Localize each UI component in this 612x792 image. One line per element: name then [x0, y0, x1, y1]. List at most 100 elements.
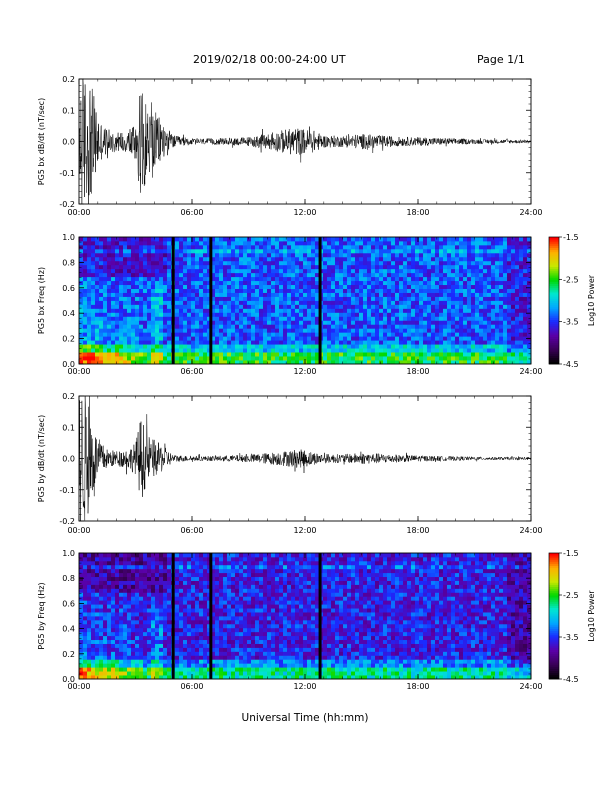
power-cell	[259, 252, 264, 258]
power-cell	[395, 352, 400, 357]
power-cell	[119, 284, 124, 289]
y-tick-label-0: -0.1	[59, 169, 75, 178]
power-cell	[179, 356, 184, 361]
power-cell	[335, 276, 340, 282]
power-cell	[375, 252, 380, 258]
power-cell	[163, 576, 168, 581]
power-cell	[127, 584, 132, 589]
power-cell	[131, 647, 136, 652]
power-cell	[235, 356, 240, 361]
power-cell	[203, 237, 208, 242]
power-cell	[83, 619, 88, 625]
power-cell	[471, 288, 476, 293]
power-cell	[143, 308, 148, 313]
power-cell	[447, 292, 452, 297]
power-cell	[143, 324, 148, 329]
power-cell	[99, 651, 104, 656]
power-cell	[139, 272, 144, 278]
power-cell	[183, 647, 188, 652]
power-cell	[139, 556, 144, 562]
power-cell	[107, 344, 112, 349]
power-cell	[187, 600, 192, 605]
power-cell	[155, 596, 160, 601]
power-cell	[127, 272, 132, 278]
power-cell	[139, 596, 144, 601]
power-cell	[487, 320, 492, 325]
power-cell	[115, 276, 120, 282]
power-cell	[167, 244, 172, 250]
colorbar-segment	[549, 260, 559, 263]
power-cell	[495, 237, 500, 242]
power-cell	[379, 360, 384, 365]
power-cell	[367, 296, 372, 301]
power-cell	[423, 296, 428, 301]
power-cell	[507, 320, 512, 325]
power-cell	[87, 568, 92, 574]
power-cell	[91, 284, 96, 289]
power-cell	[255, 237, 260, 242]
power-cell	[435, 288, 440, 293]
power-cell	[523, 252, 528, 258]
power-cell	[343, 332, 348, 337]
power-cell	[523, 336, 528, 341]
power-cell	[91, 296, 96, 301]
power-cell	[291, 237, 296, 242]
power-cell	[191, 324, 196, 329]
power-cell	[455, 312, 460, 317]
power-cell	[99, 316, 104, 321]
power-cell	[95, 588, 100, 593]
power-cell	[87, 631, 92, 637]
power-cell	[483, 296, 488, 301]
power-cell	[347, 244, 352, 250]
colorbar-segment	[549, 344, 559, 348]
power-cell	[375, 260, 380, 266]
power-cell	[387, 272, 392, 278]
power-cell	[159, 348, 164, 353]
power-cell	[431, 336, 436, 341]
power-cell	[367, 237, 372, 242]
power-cell	[219, 248, 224, 254]
power-cell	[419, 328, 424, 333]
power-cell	[83, 288, 88, 293]
power-cell	[515, 328, 520, 333]
power-cell	[495, 340, 500, 345]
power-cell	[211, 252, 216, 258]
power-cell	[263, 312, 268, 317]
power-cell	[135, 332, 140, 337]
power-cell	[79, 260, 84, 266]
power-cell	[147, 651, 152, 656]
power-cell	[103, 588, 108, 593]
power-cell	[299, 312, 304, 317]
power-cell	[99, 360, 104, 365]
power-cell	[203, 252, 208, 258]
power-cell	[239, 332, 244, 337]
power-cell	[151, 348, 156, 353]
power-cell	[235, 284, 240, 289]
power-cell	[175, 237, 180, 242]
power-cell	[227, 356, 232, 361]
power-cell	[419, 316, 424, 321]
power-cell	[435, 237, 440, 242]
power-cell	[183, 651, 188, 656]
power-cell	[91, 312, 96, 317]
power-cell	[83, 296, 88, 301]
power-cell	[203, 244, 208, 250]
power-cell	[411, 268, 416, 274]
power-cell	[307, 324, 312, 329]
power-cell	[223, 312, 228, 317]
power-cell	[155, 256, 160, 262]
power-cell	[483, 268, 488, 274]
power-cell	[163, 604, 168, 609]
power-cell	[187, 675, 192, 680]
power-cell	[111, 240, 116, 246]
power-cell	[471, 256, 476, 262]
power-cell	[235, 304, 240, 309]
power-cell	[499, 344, 504, 349]
power-cell	[391, 336, 396, 341]
power-cell	[451, 288, 456, 293]
power-cell	[243, 244, 248, 250]
power-cell	[279, 244, 284, 250]
x-tick-label-1: 12:00	[293, 367, 316, 376]
power-cell	[255, 324, 260, 329]
power-cell	[315, 344, 320, 349]
